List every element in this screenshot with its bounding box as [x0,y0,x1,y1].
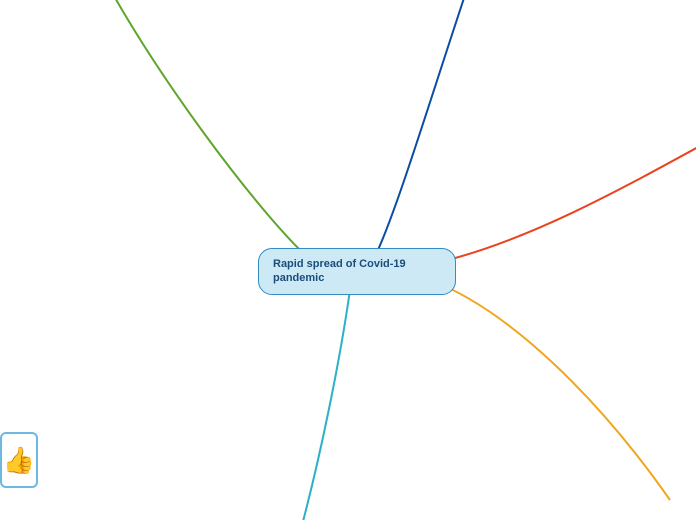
mindmap-canvas: Rapid spread of Covid-19 pandemic 👍 [0,0,696,520]
branch-bottom-cyan [298,290,350,520]
branch-top-blue [378,0,470,250]
branch-right-red [440,135,696,262]
center-node-label: Rapid spread of Covid-19 pandemic [273,258,406,284]
branch-right-orange [430,280,670,500]
center-node[interactable]: Rapid spread of Covid-19 pandemic [258,248,456,295]
thumbs-up-icon: 👍 [3,445,35,476]
thumb-widget[interactable]: 👍 [0,432,38,488]
branch-top-green [105,0,300,250]
